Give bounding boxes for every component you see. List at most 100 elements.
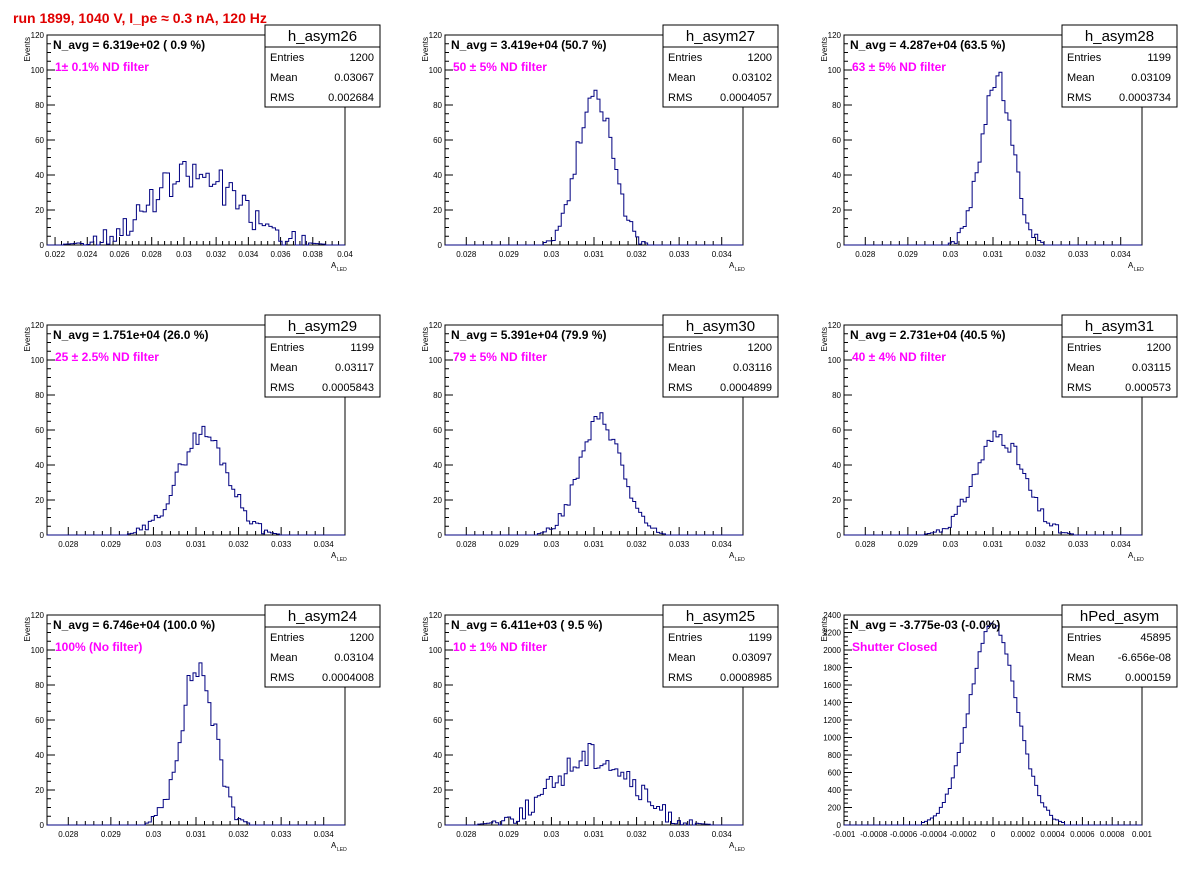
x-tick-label: 0.033: [669, 250, 690, 259]
stats-key: Entries: [270, 632, 305, 644]
x-axis-label-subscript: LED: [1134, 267, 1144, 273]
stats-box: [662, 626, 779, 688]
histogram-line: [844, 430, 1142, 536]
x-tick-label: 0.033: [271, 540, 292, 549]
histogram-panel-8: 0 20 40 60 80 100 120 0.028 0.029 0.03 0.031 0.032 0…: [398, 604, 796, 895]
x-tick-label: 0.033: [271, 830, 292, 839]
y-tick-label: 40: [832, 461, 841, 470]
x-tick-label: 0.029: [499, 540, 520, 549]
filter-label: 10 ± 1% ND filter: [453, 640, 547, 654]
x-axis-label-subscript: LED: [337, 267, 347, 273]
y-axis-label: Events: [421, 37, 430, 61]
y-tick-label: 80: [35, 101, 44, 110]
y-tick-label: 80: [35, 391, 44, 400]
histogram-panel-2: 0 20 40 60 80 100 120 0.028 0.029 0.03 0.031 0.032 0…: [398, 24, 796, 315]
histogram-panel-5: 0 20 40 60 80 100 120 0.028 0.029 0.03 0.031 0.032 0…: [398, 314, 796, 605]
stats-key: Mean: [270, 362, 298, 374]
stats-key: Entries: [668, 52, 703, 64]
y-tick-label: 2200: [823, 629, 841, 638]
x-tick-label: 0.028: [58, 540, 79, 549]
x-tick-label: 0.031: [584, 540, 605, 549]
x-tick-label: 0.034: [712, 830, 733, 839]
stats-key: RMS: [668, 672, 692, 684]
y-axis-label: Events: [23, 617, 32, 641]
x-tick-label: 0.03: [544, 540, 560, 549]
x-tick-label: 0.034: [1111, 250, 1132, 259]
filter-label: 79 ± 5% ND filter: [453, 350, 547, 364]
navg-label: N_avg = 4.287e+04 (63.5 %): [850, 38, 1005, 52]
y-tick-label: 0: [40, 531, 45, 540]
histogram-panel-9: 0 200 400 600 800 1000 1200 1400 1600 1800 2000 220…: [797, 604, 1195, 895]
x-tick-label: 0.033: [1068, 540, 1089, 549]
stats-value: 0.000159: [1125, 672, 1171, 684]
stats-key: RMS: [668, 92, 692, 104]
x-tick-label: 0.001: [1132, 830, 1153, 839]
x-tick-label: 0.028: [456, 250, 477, 259]
stats-key: Mean: [270, 652, 298, 664]
stats-value: 1200: [350, 52, 374, 64]
stats-box: [264, 336, 381, 398]
y-tick-label: 60: [832, 426, 841, 435]
y-tick-label: 1000: [823, 734, 841, 743]
x-tick-label: 0.029: [898, 250, 919, 259]
x-tick-label: 0.032: [1026, 540, 1047, 549]
x-axis-label: A: [1128, 551, 1134, 560]
x-tick-label: -0.0002: [950, 830, 978, 839]
y-tick-label: 1400: [823, 699, 841, 708]
x-tick-label: 0.034: [238, 250, 259, 259]
x-tick-label: 0.03: [146, 830, 162, 839]
x-tick-label: 0.029: [101, 540, 122, 549]
histogram-line: [445, 412, 743, 536]
histogram-panel-7: 0 20 40 60 80 100 120 0.028 0.029 0.03 0.031 0.032 0…: [0, 604, 398, 895]
x-axis-label: A: [331, 841, 337, 850]
y-tick-label: 100: [429, 356, 443, 365]
stats-value: 45895: [1140, 632, 1171, 644]
stats-box: [1061, 626, 1178, 688]
navg-label: N_avg = 6.319e+02 ( 0.9 %): [53, 38, 205, 52]
x-axis-label-subscript: LED: [735, 847, 745, 853]
stats-value: 0.03109: [1131, 72, 1171, 84]
run-title: run 1899, 1040 V, I_pe ≈ 0.3 nA, 120 Hz: [13, 10, 267, 26]
histogram-name: h_asym29: [288, 318, 357, 335]
y-tick-label: 60: [433, 716, 442, 725]
y-tick-label: 120: [429, 611, 443, 620]
x-tick-label: 0.029: [499, 250, 520, 259]
y-tick-label: 600: [828, 769, 842, 778]
y-tick-label: 80: [35, 681, 44, 690]
x-tick-label: 0.03: [544, 250, 560, 259]
x-axis-label: A: [729, 551, 735, 560]
stats-key: Mean: [668, 652, 696, 664]
histogram-line: [844, 71, 1142, 246]
y-tick-label: 60: [832, 136, 841, 145]
x-tick-label: 0.032: [627, 250, 648, 259]
y-tick-label: 100: [31, 66, 45, 75]
x-tick-label: 0.036: [271, 250, 292, 259]
x-tick-label: 0.029: [898, 540, 919, 549]
y-tick-label: 0: [438, 531, 443, 540]
x-tick-label: 0.031: [983, 540, 1004, 549]
x-tick-label: 0.0008: [1100, 830, 1125, 839]
histogram-line: [47, 160, 345, 246]
stats-value: 0.0004008: [322, 672, 374, 684]
y-tick-label: 0: [438, 821, 443, 830]
x-tick-label: 0.032: [229, 540, 250, 549]
y-tick-label: 40: [35, 751, 44, 760]
x-axis-label-subscript: LED: [1134, 557, 1144, 563]
x-tick-label: 0: [991, 830, 996, 839]
y-tick-label: 0: [837, 241, 842, 250]
x-tick-label: 0.0002: [1011, 830, 1036, 839]
y-tick-label: 0: [837, 531, 842, 540]
histogram-h-asym28: 0 20 40 60 80 100 120 0.028 0.029 0.03 0.031 0.032 0…: [820, 24, 1178, 273]
x-tick-label: 0.033: [669, 830, 690, 839]
stats-value: 1200: [748, 52, 772, 64]
x-axis-label-subscript: LED: [735, 557, 745, 563]
histogram-name: h_asym25: [686, 608, 755, 625]
filter-label: 50 ± 5% ND filter: [453, 60, 547, 74]
stats-value: 1199: [748, 632, 772, 644]
x-tick-label: 0.034: [314, 830, 335, 839]
histogram-h-asym29: 0 20 40 60 80 100 120 0.028 0.029 0.03 0.031 0.032 0…: [23, 314, 381, 563]
stats-key: Mean: [270, 72, 298, 84]
y-axis-label: Events: [23, 37, 32, 61]
y-tick-label: 120: [429, 321, 443, 330]
navg-label: N_avg = 6.411e+03 ( 9.5 %): [451, 618, 602, 632]
